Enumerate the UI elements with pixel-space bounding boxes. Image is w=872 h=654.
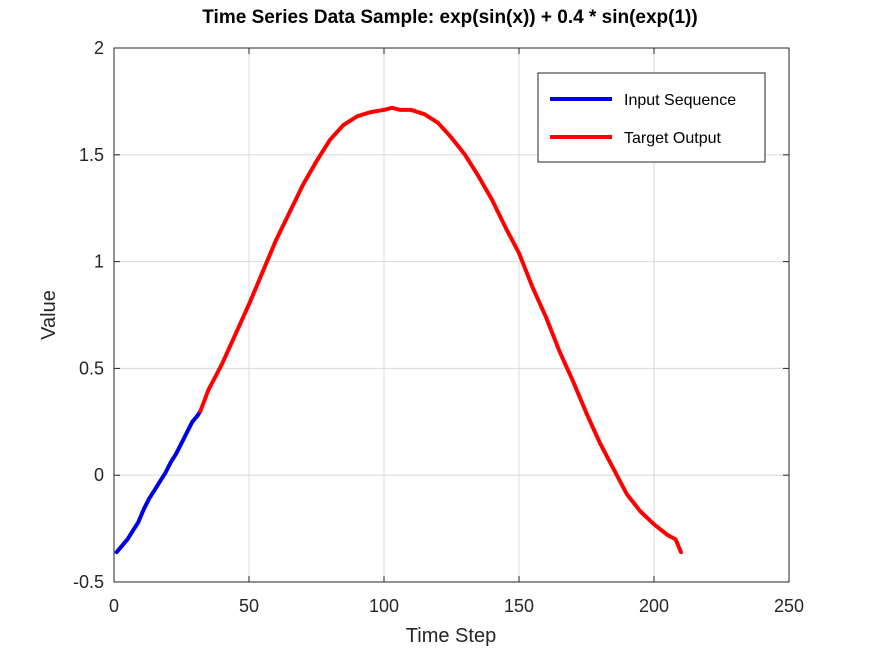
series-line-input-sequence xyxy=(114,409,203,555)
y-tick-label: 1 xyxy=(94,252,104,272)
legend-label: Target Output xyxy=(624,130,722,147)
legend-box xyxy=(537,72,766,163)
x-tick-label: 50 xyxy=(239,596,259,616)
x-tick-label: 100 xyxy=(369,596,399,616)
x-tick-label: 200 xyxy=(639,596,669,616)
y-tick-label: 2 xyxy=(94,38,104,58)
legend: Input Sequence Target Output xyxy=(537,72,766,163)
axis-ticks: 0 50 100 150 200 250-0.500.511.52 xyxy=(73,38,804,616)
y-tick-label: 0 xyxy=(94,465,104,485)
axes-frame xyxy=(113,47,790,583)
series-line-target-output xyxy=(198,105,683,555)
y-tick-label: 1.5 xyxy=(79,145,104,165)
x-tick-label: 250 xyxy=(774,596,804,616)
chart-title: Time Series Data Sample: exp(sin(x)) + 0… xyxy=(202,7,697,28)
y-tick-label: -0.5 xyxy=(73,572,104,592)
x-axis-label: Time Step xyxy=(406,625,496,647)
x-tick-label: 150 xyxy=(504,596,534,616)
x-tick-label: 0 xyxy=(109,596,119,616)
plot-lines xyxy=(114,105,683,555)
y-axis-label: Value xyxy=(38,290,60,340)
legend-label: Input Sequence xyxy=(624,92,736,109)
y-tick-label: 0.5 xyxy=(79,358,104,378)
